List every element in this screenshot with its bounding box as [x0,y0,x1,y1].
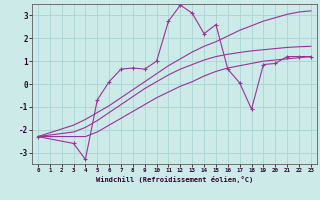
X-axis label: Windchill (Refroidissement éolien,°C): Windchill (Refroidissement éolien,°C) [96,176,253,183]
